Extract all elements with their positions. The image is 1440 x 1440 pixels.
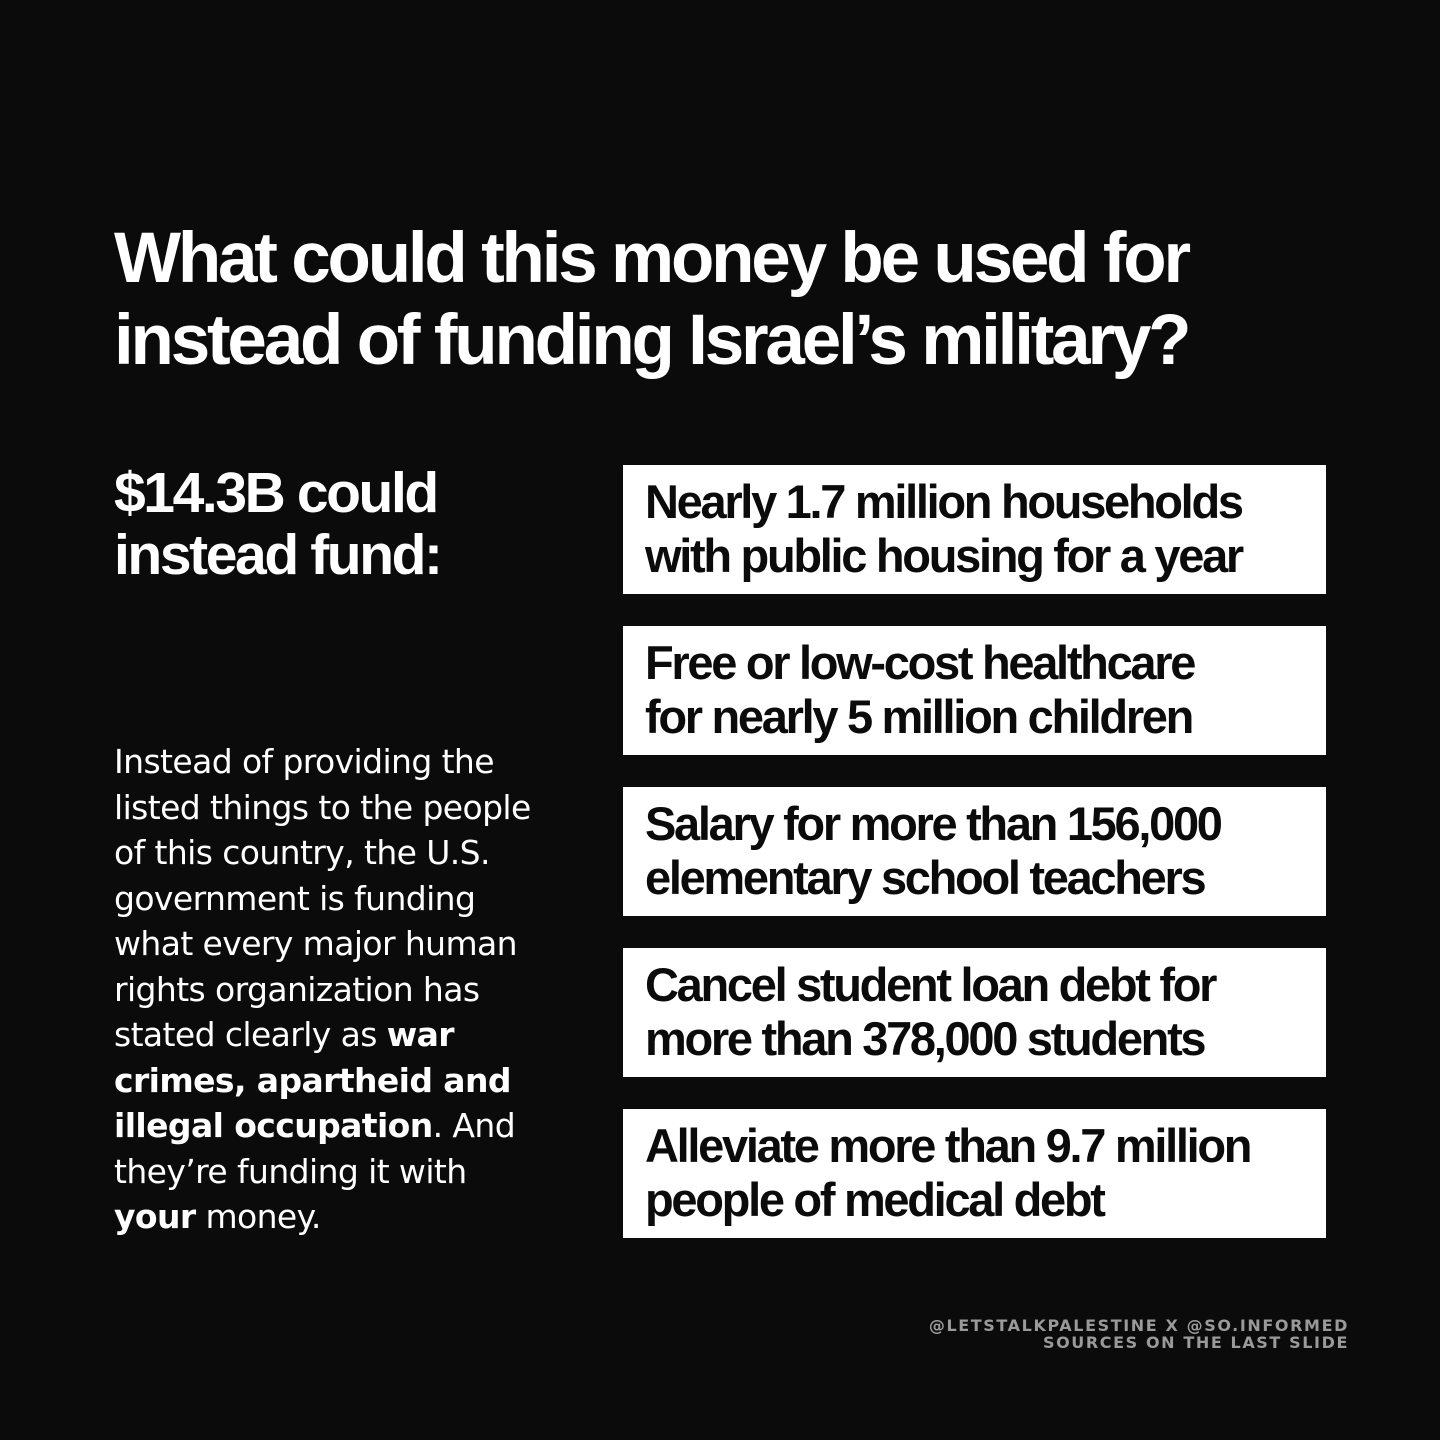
fund-item-line-1: Salary for more than 156,000 (645, 797, 1223, 850)
fund-item-line-2: elementary school teachers (645, 851, 1207, 904)
fund-item-line-1: Nearly 1.7 million households (645, 475, 1244, 528)
subhead: $14.3B could instead fund: (114, 462, 554, 586)
headline-line-2: instead of funding Israel’s military? (114, 301, 1192, 380)
body-line: stated clearly as war (114, 1012, 584, 1058)
body-line: they’re funding it with (114, 1151, 467, 1191)
body-line: Instead of providing the (114, 742, 495, 781)
fund-item-line-2: with public housing for a year (645, 529, 1244, 582)
body-text: stated clearly as (114, 1015, 387, 1054)
subhead-line-1: $14.3B could (114, 461, 439, 525)
fund-item-teachers: Salary for more than 156,000 elementary … (623, 787, 1326, 916)
body-line: government is funding (114, 878, 476, 918)
body-text: money. (195, 1197, 321, 1236)
body-line: of this country, the U.S. (114, 833, 491, 872)
body-line: rights organization has (114, 969, 480, 1009)
headline: What could this money be used for instea… (114, 218, 1354, 382)
headline-line-1: What could this money be used for (114, 219, 1191, 298)
fund-item-housing: Nearly 1.7 million households with publi… (623, 465, 1326, 594)
body-emphasis: your (114, 1197, 196, 1236)
credits-handles: @LETSTALKPALESTINE X @SO.INFORMED (928, 1316, 1349, 1335)
fund-item-line-1: Alleviate more than 9.7 million (645, 1119, 1252, 1172)
body-emphasis: illegal occupation (114, 1106, 433, 1145)
credits-sources: SOURCES ON THE LAST SLIDE (1042, 1333, 1349, 1352)
fund-item-line-2: for nearly 5 million children (645, 690, 1194, 743)
body-line: your money. (114, 1194, 584, 1240)
body-emphasis: war (386, 1015, 455, 1054)
fund-item-medical-debt: Alleviate more than 9.7 million people o… (623, 1109, 1326, 1238)
fund-item-line-1: Cancel student loan debt for (645, 958, 1217, 1011)
body-line: illegal occupation. And (114, 1103, 584, 1149)
credits: @LETSTALKPALESTINE X @SO.INFORMED SOURCE… (929, 1317, 1349, 1351)
fund-item-line-2: more than 378,000 students (645, 1012, 1207, 1065)
body-line: listed things to the people (114, 787, 531, 827)
fund-item-student-debt: Cancel student loan debt for more than 3… (623, 948, 1326, 1077)
fund-item-line-2: people of medical debt (645, 1173, 1106, 1226)
body-emphasis: crimes, apartheid and (114, 1060, 511, 1100)
body-text: . And (432, 1106, 516, 1145)
fund-list: Nearly 1.7 million households with publi… (623, 465, 1326, 1270)
fund-item-line-1: Free or low-cost healthcare (645, 636, 1196, 689)
body-paragraph: Instead of providing the listed things t… (114, 739, 584, 1240)
body-line: what every major human (114, 924, 518, 963)
fund-item-healthcare: Free or low-cost healthcare for nearly 5… (623, 626, 1326, 755)
subhead-line-2: instead fund: (114, 523, 443, 587)
body-line: crimes, apartheid and (114, 1058, 584, 1104)
